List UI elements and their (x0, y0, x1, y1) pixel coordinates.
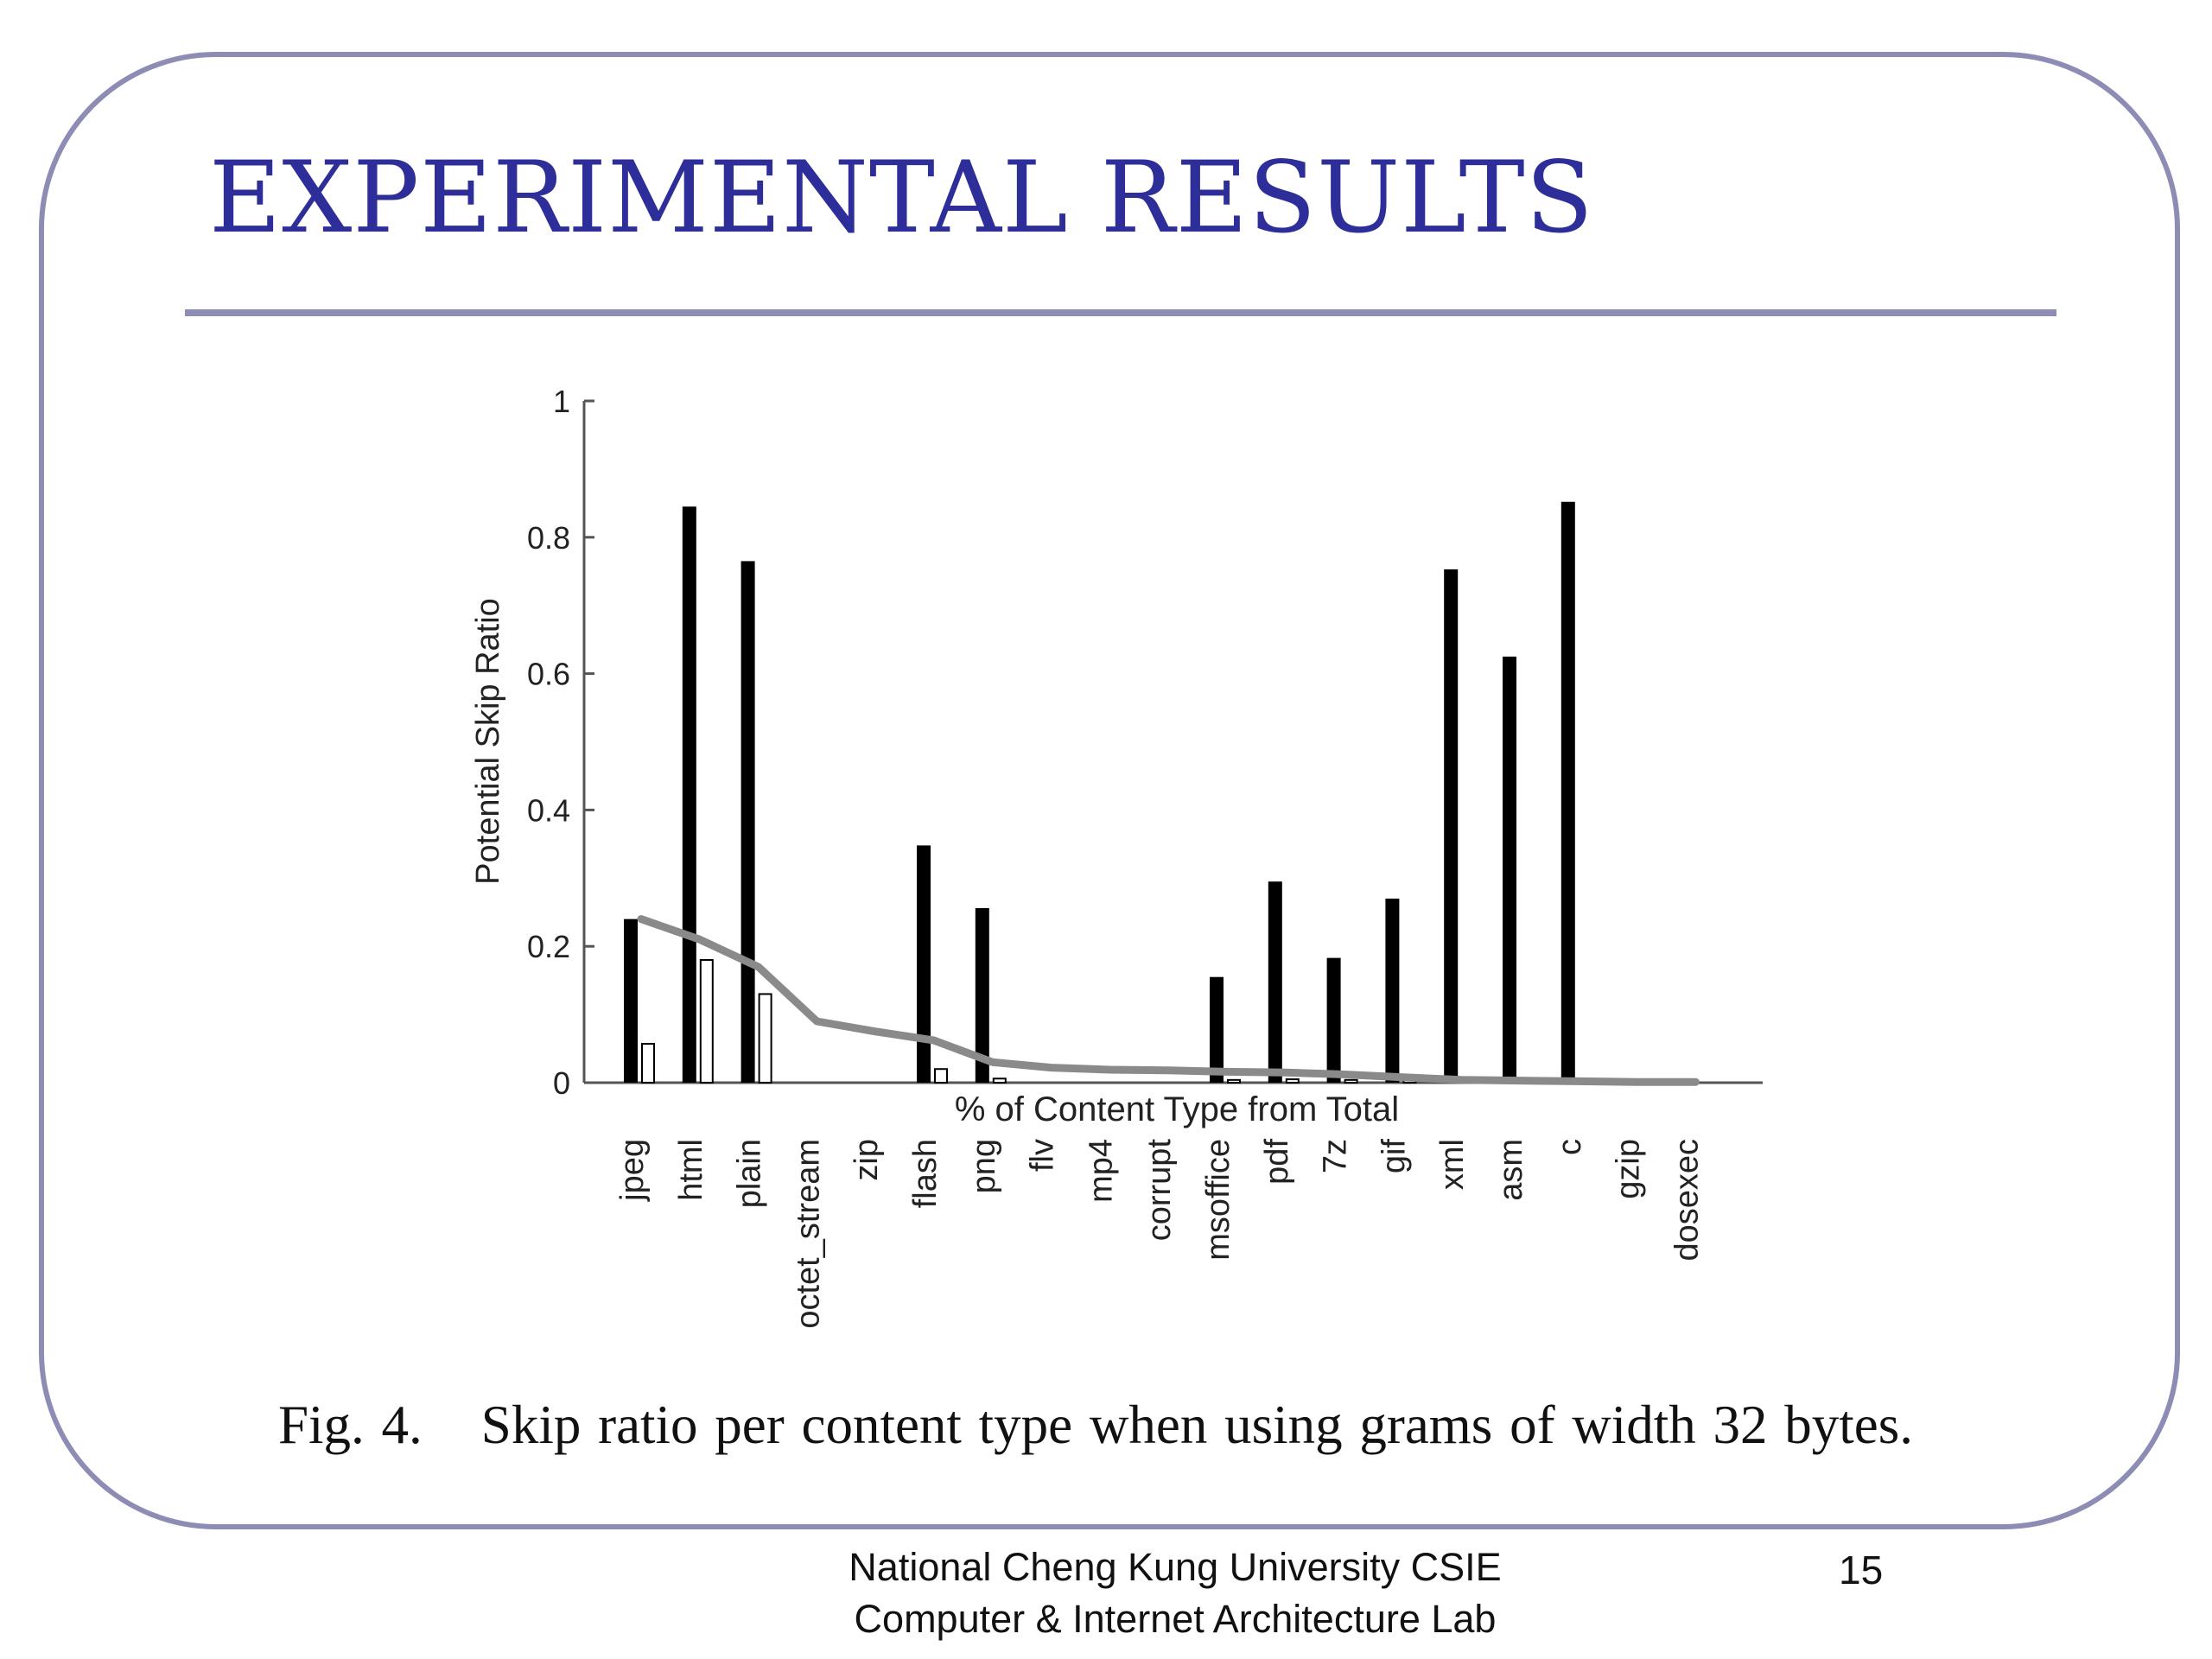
bar (741, 561, 755, 1083)
bar (1210, 976, 1224, 1083)
bar (1385, 898, 1400, 1083)
bar-hollow (1285, 1078, 1300, 1084)
caption-label: Fig. 4. (278, 1395, 423, 1455)
y-tick-label: 0.6 (527, 657, 570, 692)
bar (624, 918, 638, 1083)
filled-bars (624, 501, 1575, 1083)
x-tick-label: octet_stream (790, 1139, 826, 1329)
x-tick-label: 7z (1318, 1139, 1354, 1173)
x-tick-label: plain (732, 1139, 768, 1208)
y-tick-label: 0.2 (527, 929, 570, 964)
x-tick-label: c (1552, 1139, 1588, 1155)
y-tick-label: 0.8 (527, 520, 570, 556)
bar-hollow (641, 1043, 655, 1084)
bar (1560, 501, 1575, 1083)
x-tick-label: png (966, 1139, 1002, 1193)
x-tick-label: pdf (1259, 1139, 1295, 1185)
bar (682, 506, 696, 1083)
y-tick-label: 0.4 (527, 792, 570, 828)
footer-line-2: Computer & Internet Architecture Lab (854, 1597, 1497, 1641)
slide-title: EXPERIMENTAL RESULTS (209, 140, 1594, 255)
bar-hollow (699, 958, 714, 1084)
x-tick-label: asm (1493, 1139, 1529, 1201)
figure-caption: Fig. 4. Skip ratio per content type when … (278, 1398, 1913, 1452)
x-tick-label: mp4 (1083, 1139, 1119, 1203)
footer: National Cheng Kung University CSIE Comp… (795, 1541, 1555, 1645)
caption-text: Skip ratio per content type when using g… (480, 1395, 1914, 1455)
x-tick-label: flv (1025, 1139, 1061, 1172)
bar (1444, 569, 1459, 1083)
x-axis-label: % of Content Type from Total (955, 1090, 1399, 1128)
x-tick-label: gif (1376, 1139, 1412, 1174)
footer-line-1: National Cheng Kung University CSIE (849, 1545, 1502, 1589)
x-tick-label: jpeg (614, 1139, 651, 1202)
bar-hollow (992, 1077, 1007, 1084)
x-tick-label: flash (907, 1139, 944, 1208)
y-tick-label: 0 (553, 1065, 570, 1101)
x-tick-label: msoffice (1200, 1139, 1236, 1261)
y-axis-label: Potential Skip Ratio (470, 598, 506, 885)
x-tick-label: gzip (1611, 1139, 1647, 1199)
bar (1268, 881, 1282, 1083)
slide-frame (39, 52, 2180, 1529)
bar-hollow (1227, 1078, 1241, 1084)
bar (1326, 957, 1341, 1083)
y-tick-label: 1 (553, 384, 570, 419)
title-divider (185, 309, 2056, 316)
page-number: 15 (1839, 1548, 1884, 1592)
bar-hollow (758, 993, 772, 1084)
x-tick-label: dosexec (1669, 1139, 1705, 1262)
hollow-bars (641, 958, 1417, 1084)
bar (917, 845, 931, 1083)
series-line (637, 915, 1700, 1086)
x-tick-label: corrupt (1141, 1139, 1178, 1242)
bar-hollow (1344, 1078, 1358, 1084)
bar (1503, 656, 1516, 1083)
y-ticks: 0 0.2 0.4 0.6 0.8 1 (527, 384, 594, 1101)
x-tick-label: html (673, 1139, 709, 1201)
x-tick-label: zip (849, 1139, 885, 1181)
bar-hollow (934, 1068, 948, 1084)
bar (975, 908, 989, 1083)
x-category-labels: jpeg html plain octet_stream zip flash png flv m… (614, 1139, 1705, 1329)
x-tick-label: xml (1434, 1139, 1471, 1190)
